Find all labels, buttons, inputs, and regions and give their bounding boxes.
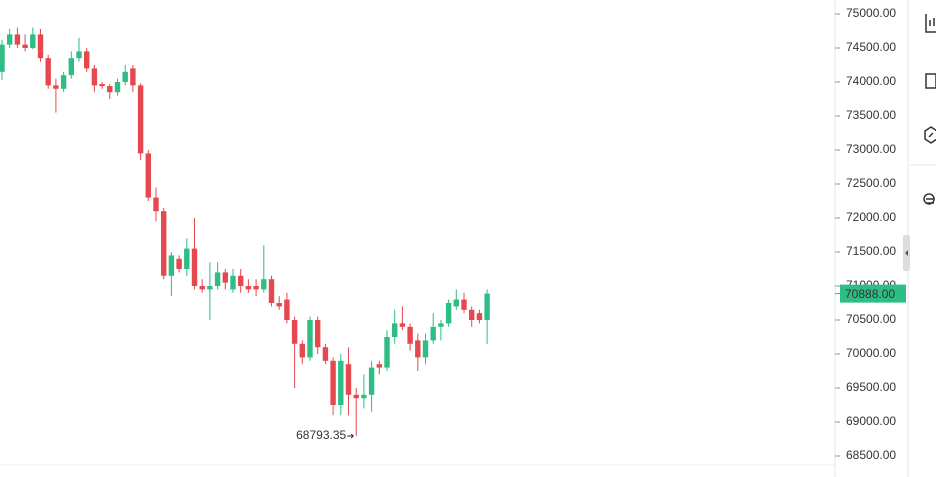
candle-body <box>469 309 475 320</box>
candle-body <box>184 248 190 269</box>
candle-body <box>30 34 36 48</box>
candle-body <box>7 34 13 45</box>
candle-body <box>284 299 290 320</box>
y-tick-label: 74500.00 <box>846 40 896 54</box>
candle-body <box>76 51 82 59</box>
y-tick-label: 73500.00 <box>846 108 896 122</box>
candle-body <box>122 71 128 82</box>
candle-body <box>238 275 244 286</box>
candle-body <box>253 286 259 290</box>
candle-body <box>353 394 359 399</box>
candle-body <box>376 364 382 368</box>
candle-body <box>276 303 282 307</box>
y-tick-label: 72000.00 <box>846 210 896 224</box>
last-price-label: 70888.00 <box>845 287 895 301</box>
candle-body <box>130 68 136 86</box>
candle-body <box>368 367 375 395</box>
candle-body <box>261 279 267 290</box>
candle-body <box>307 320 313 358</box>
candle-body <box>315 320 321 348</box>
candle-body <box>168 255 175 276</box>
candle-body <box>399 323 406 327</box>
y-tick-label: 71500.00 <box>846 244 896 258</box>
candle-body <box>484 293 490 320</box>
candle-body <box>422 340 429 358</box>
candle-body <box>68 58 74 76</box>
candle-body <box>245 286 252 290</box>
candle-body <box>461 299 467 310</box>
candle-body <box>268 279 275 303</box>
candle-body <box>60 75 67 89</box>
candle-body <box>107 86 113 93</box>
candle-body <box>22 44 28 48</box>
candle-body <box>322 347 329 361</box>
candle-body <box>438 323 444 327</box>
candle-body <box>384 337 390 368</box>
candle-body <box>161 211 167 276</box>
y-tick-label: 69500.00 <box>846 380 896 394</box>
candle-body <box>145 153 151 198</box>
candle-body <box>407 326 413 344</box>
low-label: 68793.35 <box>296 428 346 442</box>
candle-body <box>99 84 105 87</box>
icon-etf[interactable] <box>925 73 936 89</box>
candle-body <box>0 44 5 72</box>
candle-body <box>291 320 298 344</box>
y-tick-label: 72500.00 <box>846 176 896 190</box>
candle-body <box>445 303 452 324</box>
candle-body <box>299 343 305 358</box>
y-tick-label: 70500.00 <box>846 312 896 326</box>
y-tick-label: 69000.00 <box>846 414 896 428</box>
candle-body <box>207 286 213 290</box>
candle-body <box>222 272 228 283</box>
icon-swap[interactable] <box>923 193 935 205</box>
y-tick-label: 73000.00 <box>846 142 896 156</box>
y-tick-label: 75000.00 <box>846 6 896 20</box>
icon-hex[interactable] <box>924 126 936 144</box>
candle-body <box>199 286 205 290</box>
low-arrow <box>347 433 354 439</box>
y-tick-label: 70000.00 <box>846 346 896 360</box>
candle-body <box>415 340 421 358</box>
candle-body <box>191 248 198 286</box>
candle-body <box>45 58 51 86</box>
candle-body <box>330 360 336 405</box>
candle-body <box>392 323 398 337</box>
icon-chart[interactable] <box>925 14 936 33</box>
candle-body <box>176 258 182 269</box>
candle-body <box>430 326 436 341</box>
candle-body <box>476 313 483 320</box>
candle-body <box>137 85 144 154</box>
candle-body <box>453 299 459 307</box>
candle-body <box>338 360 344 405</box>
y-tick-label: 68500.00 <box>846 448 896 462</box>
candle-body <box>84 51 90 69</box>
candle-body <box>37 34 44 59</box>
candle-body <box>214 272 221 286</box>
candle-body <box>91 68 98 86</box>
candle-body <box>153 197 159 212</box>
toolbar-icons <box>923 14 936 205</box>
candle-body <box>345 364 352 395</box>
candle-body <box>53 85 59 89</box>
candle-body <box>114 82 121 93</box>
last-price-box <box>840 284 906 303</box>
handle-arrow <box>905 250 908 256</box>
candle-body <box>230 275 236 290</box>
candle-body <box>14 34 21 45</box>
y-tick-label: 74000.00 <box>846 74 896 88</box>
candle-body <box>361 394 367 399</box>
